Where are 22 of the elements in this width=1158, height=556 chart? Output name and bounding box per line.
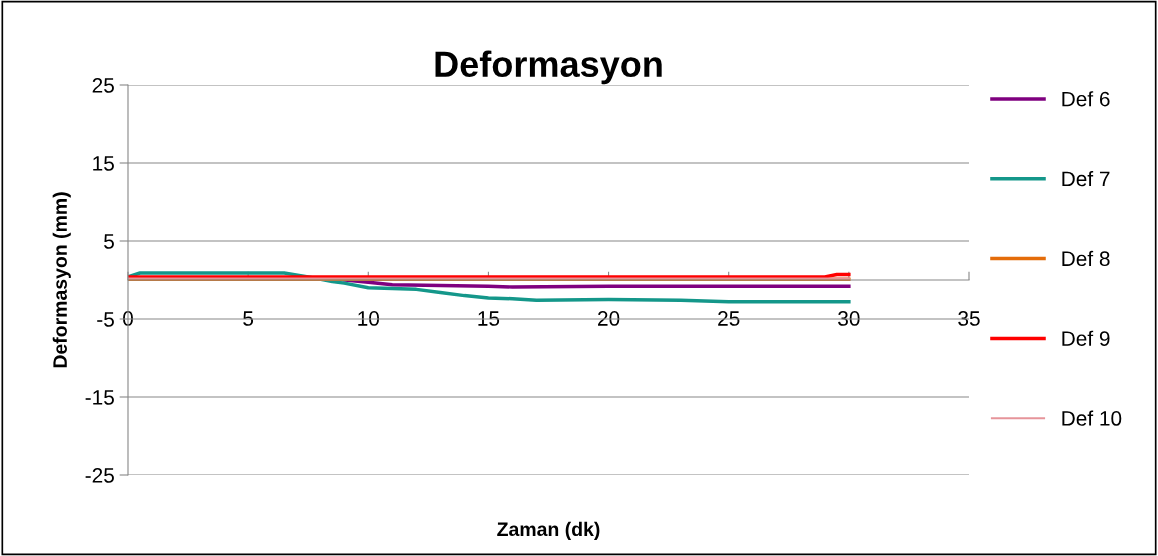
- x-tick-label: 20: [598, 311, 620, 326]
- legend-label: Def 8: [1062, 250, 1110, 267]
- legend-label: Def 10: [1062, 410, 1122, 426]
- chart-title: Deformasyon: [435, 50, 662, 85]
- x-tick-label: 0: [123, 311, 133, 326]
- y-tick-label: -15: [85, 390, 114, 405]
- x-tick-label: 5: [243, 311, 254, 326]
- legend-label: Def 9: [1062, 330, 1110, 346]
- x-tick-label: 10: [358, 311, 380, 326]
- x-tick-label: 35: [958, 311, 980, 326]
- legend-label: Def 6: [1062, 91, 1110, 107]
- y-tick-label: 25: [92, 78, 114, 93]
- x-tick-label: 25: [718, 311, 740, 326]
- y-tick-label: -5: [97, 312, 114, 327]
- x-tick-label: 15: [478, 311, 500, 326]
- x-tick-label: 30: [838, 311, 860, 326]
- y-tick-label: 15: [93, 156, 114, 171]
- legend-label: Def 7: [1062, 170, 1110, 187]
- y-tick-label: -25: [85, 468, 114, 483]
- y-tick-label: 5: [104, 234, 114, 249]
- y-axis-title: Deformasyon (mm): [52, 192, 71, 368]
- x-axis-title: Zaman (dk): [497, 521, 600, 540]
